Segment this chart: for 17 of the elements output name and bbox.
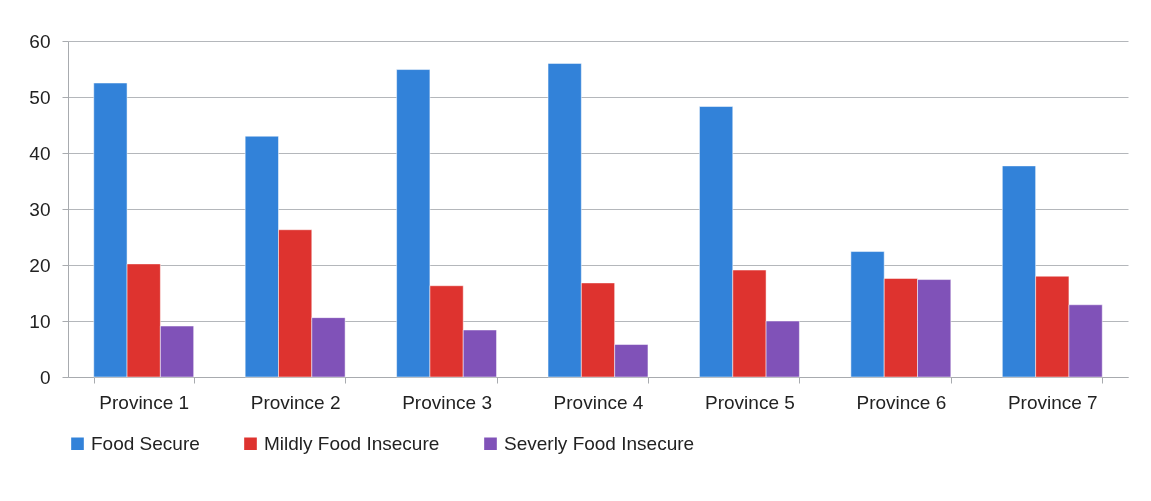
y-tick-label: 60 (29, 30, 51, 52)
x-tick-label: Province 7 (1007, 391, 1098, 413)
legend-label: Mildly Food Insecure (264, 432, 440, 454)
x-tick-label: Province 1 (99, 391, 190, 413)
x-tick-label: Province 6 (856, 391, 947, 413)
y-tick-label: 50 (29, 86, 51, 108)
x-tick-label: Province 2 (250, 391, 341, 413)
legend-label: Food Secure (91, 432, 200, 454)
legend-label: Severly Food Insecure (504, 432, 695, 454)
y-tick-label: 30 (29, 198, 51, 220)
y-tick-label: 10 (29, 310, 51, 332)
y-tick-label: 0 (39, 366, 51, 388)
x-tick-label: Province 4 (553, 391, 644, 413)
x-tick-label: Province 3 (402, 391, 492, 413)
y-tick-label: 20 (29, 254, 51, 276)
x-tick-label: Province 5 (705, 391, 795, 413)
y-tick-label: 40 (29, 142, 51, 164)
